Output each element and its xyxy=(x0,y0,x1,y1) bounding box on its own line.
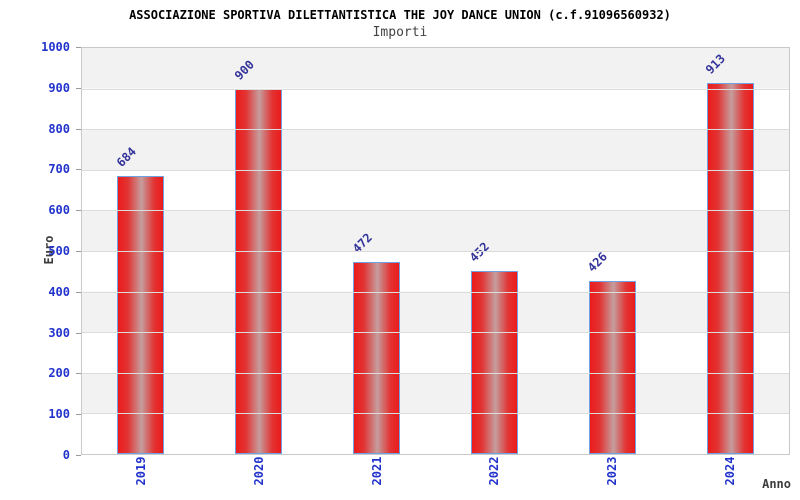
plot-area: 684 2019 900 2020 472 2021 452 2022 426 2023 913 20… xyxy=(81,47,790,485)
y-tick-label: 600 xyxy=(48,203,70,218)
gridline xyxy=(82,251,789,252)
bar-2024 xyxy=(706,83,754,454)
bar-value-label: 913 xyxy=(702,51,729,78)
gridline xyxy=(82,169,789,171)
y-tick-label: 400 xyxy=(48,284,70,299)
y-tick-mark xyxy=(76,128,81,130)
y-tick-label: 800 xyxy=(48,121,70,136)
gridline xyxy=(82,372,789,374)
gridline xyxy=(82,210,789,212)
gridline xyxy=(82,129,789,131)
y-tick-label: 200 xyxy=(48,366,70,381)
y-tick-mark xyxy=(76,87,81,89)
x-tick-label: 2021 xyxy=(369,456,384,486)
y-tick-label: 900 xyxy=(48,80,70,95)
y-tick-label: 300 xyxy=(48,325,70,340)
y-tick-label: 100 xyxy=(48,407,70,422)
bar-2020 xyxy=(235,88,283,454)
y-tick-mark xyxy=(76,47,81,48)
bar-slot-2021: 472 2021 xyxy=(318,48,436,485)
x-axis-title: Anno xyxy=(762,477,791,491)
chart-title: ASSOCIAZIONE SPORTIVA DILETTANTISTICA TH… xyxy=(129,8,671,22)
y-tick-mark xyxy=(76,414,81,416)
y-axis-ticks: 0 100 200 300 400 500 600 700 800 900 1000 xyxy=(0,40,81,462)
bar-slot-2020: 900 2020 xyxy=(200,48,318,485)
bar-2023 xyxy=(588,281,636,454)
bar-slot-2024: 913 2024 xyxy=(671,48,789,485)
bar-value-label: 900 xyxy=(231,57,257,83)
bar-slot-2019: 684 2019 xyxy=(82,48,200,485)
y-tick-label: 0 xyxy=(62,448,70,462)
y-tick-mark xyxy=(76,455,81,456)
bar-2022 xyxy=(470,270,518,454)
bar-slot-2022: 452 2022 xyxy=(435,48,553,485)
bar-2021 xyxy=(353,262,401,454)
gridline xyxy=(82,88,789,90)
y-tick-mark xyxy=(76,332,81,334)
y-tick-mark xyxy=(76,169,81,171)
y-tick-label: 1000 xyxy=(41,40,70,54)
gridline xyxy=(82,291,789,293)
x-tick-label: 2020 xyxy=(251,456,266,486)
y-tick-mark xyxy=(76,210,81,212)
x-tick-label: 2019 xyxy=(133,456,148,486)
x-tick-label: 2024 xyxy=(723,456,738,486)
x-tick-label: 2023 xyxy=(605,456,620,486)
y-tick-mark xyxy=(76,291,81,293)
bar-slot-2023: 426 2023 xyxy=(553,48,671,485)
bar-value-label: 684 xyxy=(113,144,139,171)
y-tick-mark xyxy=(76,251,81,252)
y-tick-label: 500 xyxy=(48,244,70,258)
x-tick-label: 2022 xyxy=(487,456,502,486)
chart-subtitle: Importi xyxy=(372,25,428,40)
bar-2019 xyxy=(117,176,165,454)
bar-value-label: 426 xyxy=(585,249,611,275)
gridline xyxy=(82,332,789,334)
bars-row: 684 2019 900 2020 472 2021 452 2022 426 2023 913 20… xyxy=(82,48,789,485)
y-tick-label: 700 xyxy=(48,162,70,177)
y-tick-mark xyxy=(76,373,81,375)
gridline xyxy=(82,413,789,415)
